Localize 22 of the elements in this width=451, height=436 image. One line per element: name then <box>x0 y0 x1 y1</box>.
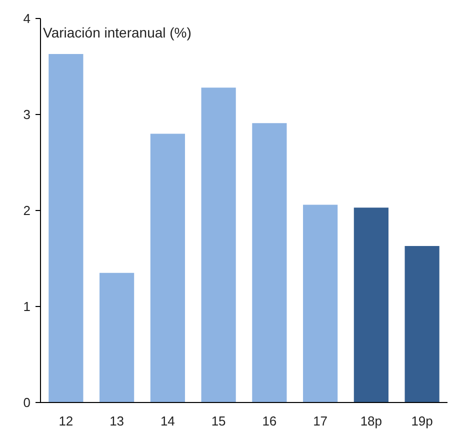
x-tick-label: 16 <box>262 414 277 428</box>
y-tick-label: 4 <box>23 11 31 26</box>
bar <box>150 134 185 402</box>
x-tick-label: 14 <box>160 414 175 428</box>
x-tick-label: 13 <box>110 414 124 428</box>
y-tick-label: 2 <box>23 203 31 218</box>
bar <box>100 272 134 402</box>
bar <box>201 88 236 402</box>
bar <box>252 123 287 402</box>
x-tick-label: 17 <box>313 414 328 428</box>
bar <box>303 204 338 402</box>
y-tick-label: 3 <box>23 107 31 122</box>
bar <box>48 54 84 402</box>
y-tick-label: 1 <box>23 299 31 314</box>
y-axis-title: Variación interanual (%) <box>43 24 192 40</box>
x-tick-label: 15 <box>211 414 226 428</box>
y-tick-label: 0 <box>23 395 31 410</box>
bar <box>354 208 388 402</box>
x-tick-label: 19p <box>411 414 433 428</box>
bar <box>404 246 440 402</box>
x-tick-label: 12 <box>58 414 74 428</box>
x-tick-label: 18p <box>360 414 382 428</box>
